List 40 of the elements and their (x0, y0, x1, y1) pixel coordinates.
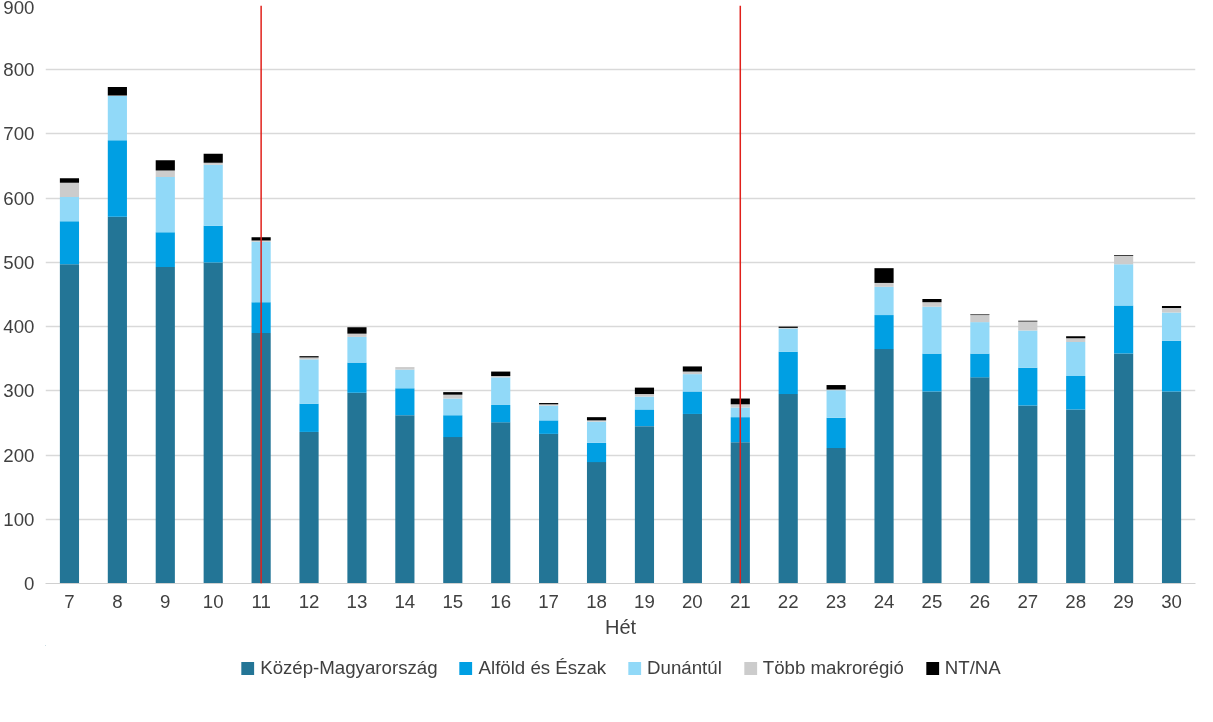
x-tick-label: 13 (346, 590, 368, 612)
x-tick-label: 28 (1065, 590, 1087, 612)
x-tick-label: 21 (729, 590, 751, 612)
x-tick-label: 27 (1017, 590, 1039, 612)
legend-label: Alföld és Észak (478, 656, 607, 679)
x-tick-label: 15 (442, 590, 464, 612)
y-tick-label: 100 (3, 508, 35, 530)
x-tick-label: 11 (251, 590, 271, 612)
x-tick-label: 30 (1161, 590, 1182, 612)
x-tick-label: 29 (1113, 590, 1135, 612)
x-tick-label: 26 (969, 590, 991, 612)
x-tick-label: 18 (586, 590, 607, 612)
x-tick-label: 22 (777, 590, 799, 612)
x-tick-label: 7 (64, 590, 75, 612)
x-axis-title: Hét (604, 615, 637, 638)
x-tick-label: 17 (538, 590, 560, 612)
legend-label: Több makrorégió (762, 656, 904, 679)
x-tick-label: 24 (873, 590, 895, 612)
x-tick-label: 20 (682, 590, 703, 612)
y-tick-label: 800 (3, 59, 35, 81)
y-tick-label: 200 (3, 444, 35, 466)
x-tick-label: 8 (112, 590, 123, 612)
y-tick-label: 900 (3, 0, 35, 18)
y-tick-label: 0 (24, 573, 35, 594)
legend-label: Közép-Magyarország (260, 656, 438, 679)
y-tick-label: 400 (3, 316, 35, 338)
x-tick-label: 12 (298, 590, 320, 612)
legend-label: NT/NA (944, 656, 1001, 679)
x-tick-label: 10 (202, 590, 224, 612)
y-tick-label: 600 (3, 187, 35, 209)
x-tick-label: 25 (921, 590, 943, 612)
y-tick-label: 300 (3, 380, 35, 402)
legend-label: Dunántúl (647, 656, 722, 679)
x-tick-label: 23 (825, 590, 847, 612)
x-tick-label: 9 (160, 590, 171, 612)
x-tick-label: 14 (394, 590, 416, 612)
x-tick-label: 19 (634, 590, 655, 612)
y-tick-label: 700 (3, 123, 35, 145)
y-tick-label: 500 (3, 251, 35, 273)
x-tick-label: 16 (490, 590, 512, 612)
